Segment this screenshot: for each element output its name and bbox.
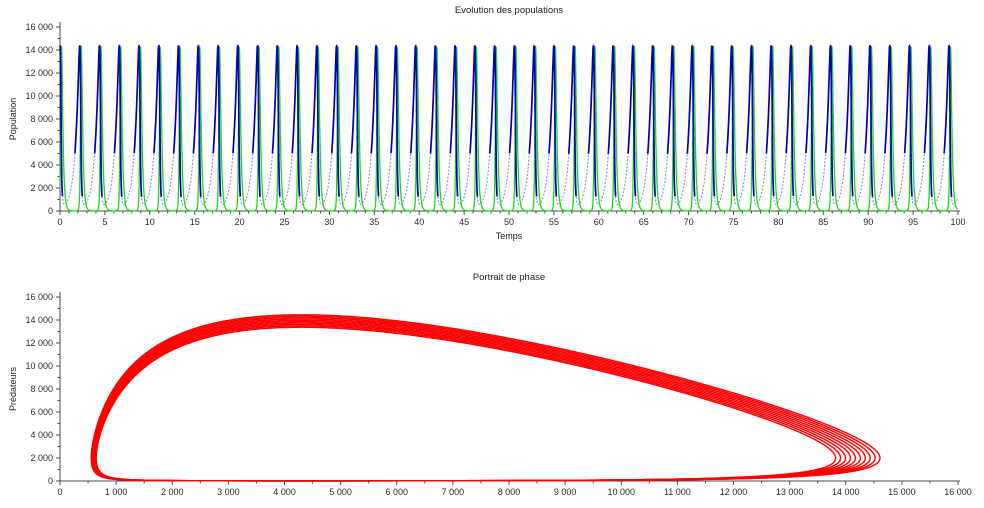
x-tick-label: 5 000	[329, 487, 352, 497]
x-tick-label: 100	[950, 217, 965, 227]
y-tick-label: 8 000	[30, 114, 53, 124]
x-tick-label: 15	[190, 217, 200, 227]
x-tick-label: 8 000	[498, 487, 521, 497]
y-tick-label: 10 000	[25, 91, 53, 101]
phase-y-axis-label: Prédateurs	[8, 366, 18, 412]
x-tick-label: 13 000	[776, 487, 804, 497]
x-tick-label: 35	[369, 217, 379, 227]
x-tick-label: 20	[235, 217, 245, 227]
phase-orbit-line	[90, 314, 881, 482]
x-tick-label: 4 000	[273, 487, 296, 497]
x-tick-label: 3 000	[217, 487, 240, 497]
x-tick-label: 9 000	[554, 487, 577, 497]
populations-x-axis-label: Temps	[495, 231, 523, 241]
x-tick-label: 5	[102, 217, 107, 227]
y-tick-label: 4 000	[30, 160, 53, 170]
y-tick-label: 6 000	[30, 407, 53, 417]
y-tick-label: 16 000	[25, 292, 53, 302]
x-tick-label: 7 000	[442, 487, 465, 497]
x-tick-label: 12 000	[720, 487, 748, 497]
y-tick-label: 6 000	[30, 137, 53, 147]
phase-chart-title: Portrait de phase	[472, 272, 546, 283]
x-tick-label: 25	[279, 217, 289, 227]
y-tick-label: 14 000	[25, 45, 53, 55]
x-tick-label: 75	[728, 217, 738, 227]
x-tick-label: 50	[504, 217, 514, 227]
y-tick-label: 10 000	[25, 361, 53, 371]
y-tick-label: 4 000	[30, 430, 53, 440]
x-tick-label: 2 000	[161, 487, 184, 497]
x-tick-label: 80	[773, 217, 783, 227]
y-tick-label: 12 000	[25, 338, 53, 348]
x-tick-label: 1 000	[105, 487, 128, 497]
x-tick-label: 95	[908, 217, 918, 227]
populations-y-axis-label: Population	[8, 97, 18, 141]
x-tick-label: 65	[639, 217, 649, 227]
x-tick-label: 10	[145, 217, 155, 227]
x-tick-label: 60	[594, 217, 604, 227]
x-tick-label: 16 000	[944, 487, 972, 497]
x-tick-label: 0	[57, 487, 62, 497]
y-tick-label: 8 000	[30, 384, 53, 394]
y-tick-label: 12 000	[25, 68, 53, 78]
x-tick-label: 55	[549, 217, 559, 227]
x-tick-label: 90	[863, 217, 873, 227]
x-tick-label: 11 000	[664, 487, 691, 497]
x-tick-label: 14 000	[832, 487, 860, 497]
y-tick-label: 2 000	[30, 453, 53, 463]
y-tick-label: 0	[48, 206, 53, 216]
x-tick-label: 15 000	[888, 487, 916, 497]
y-tick-label: 0	[48, 476, 53, 486]
y-tick-label: 14 000	[25, 315, 53, 325]
x-tick-label: 45	[459, 217, 469, 227]
y-tick-label: 16 000	[25, 22, 53, 32]
x-tick-label: 40	[414, 217, 424, 227]
x-tick-label: 10 000	[607, 487, 635, 497]
x-tick-label: 30	[324, 217, 334, 227]
prey-series-steep-line	[59, 45, 953, 197]
x-tick-label: 85	[818, 217, 828, 227]
x-tick-label: 0	[57, 217, 62, 227]
populations-chart-title: Evolution des populations	[454, 5, 564, 16]
x-tick-label: 70	[684, 217, 694, 227]
y-tick-label: 2 000	[30, 183, 53, 193]
x-tick-label: 6 000	[385, 487, 408, 497]
